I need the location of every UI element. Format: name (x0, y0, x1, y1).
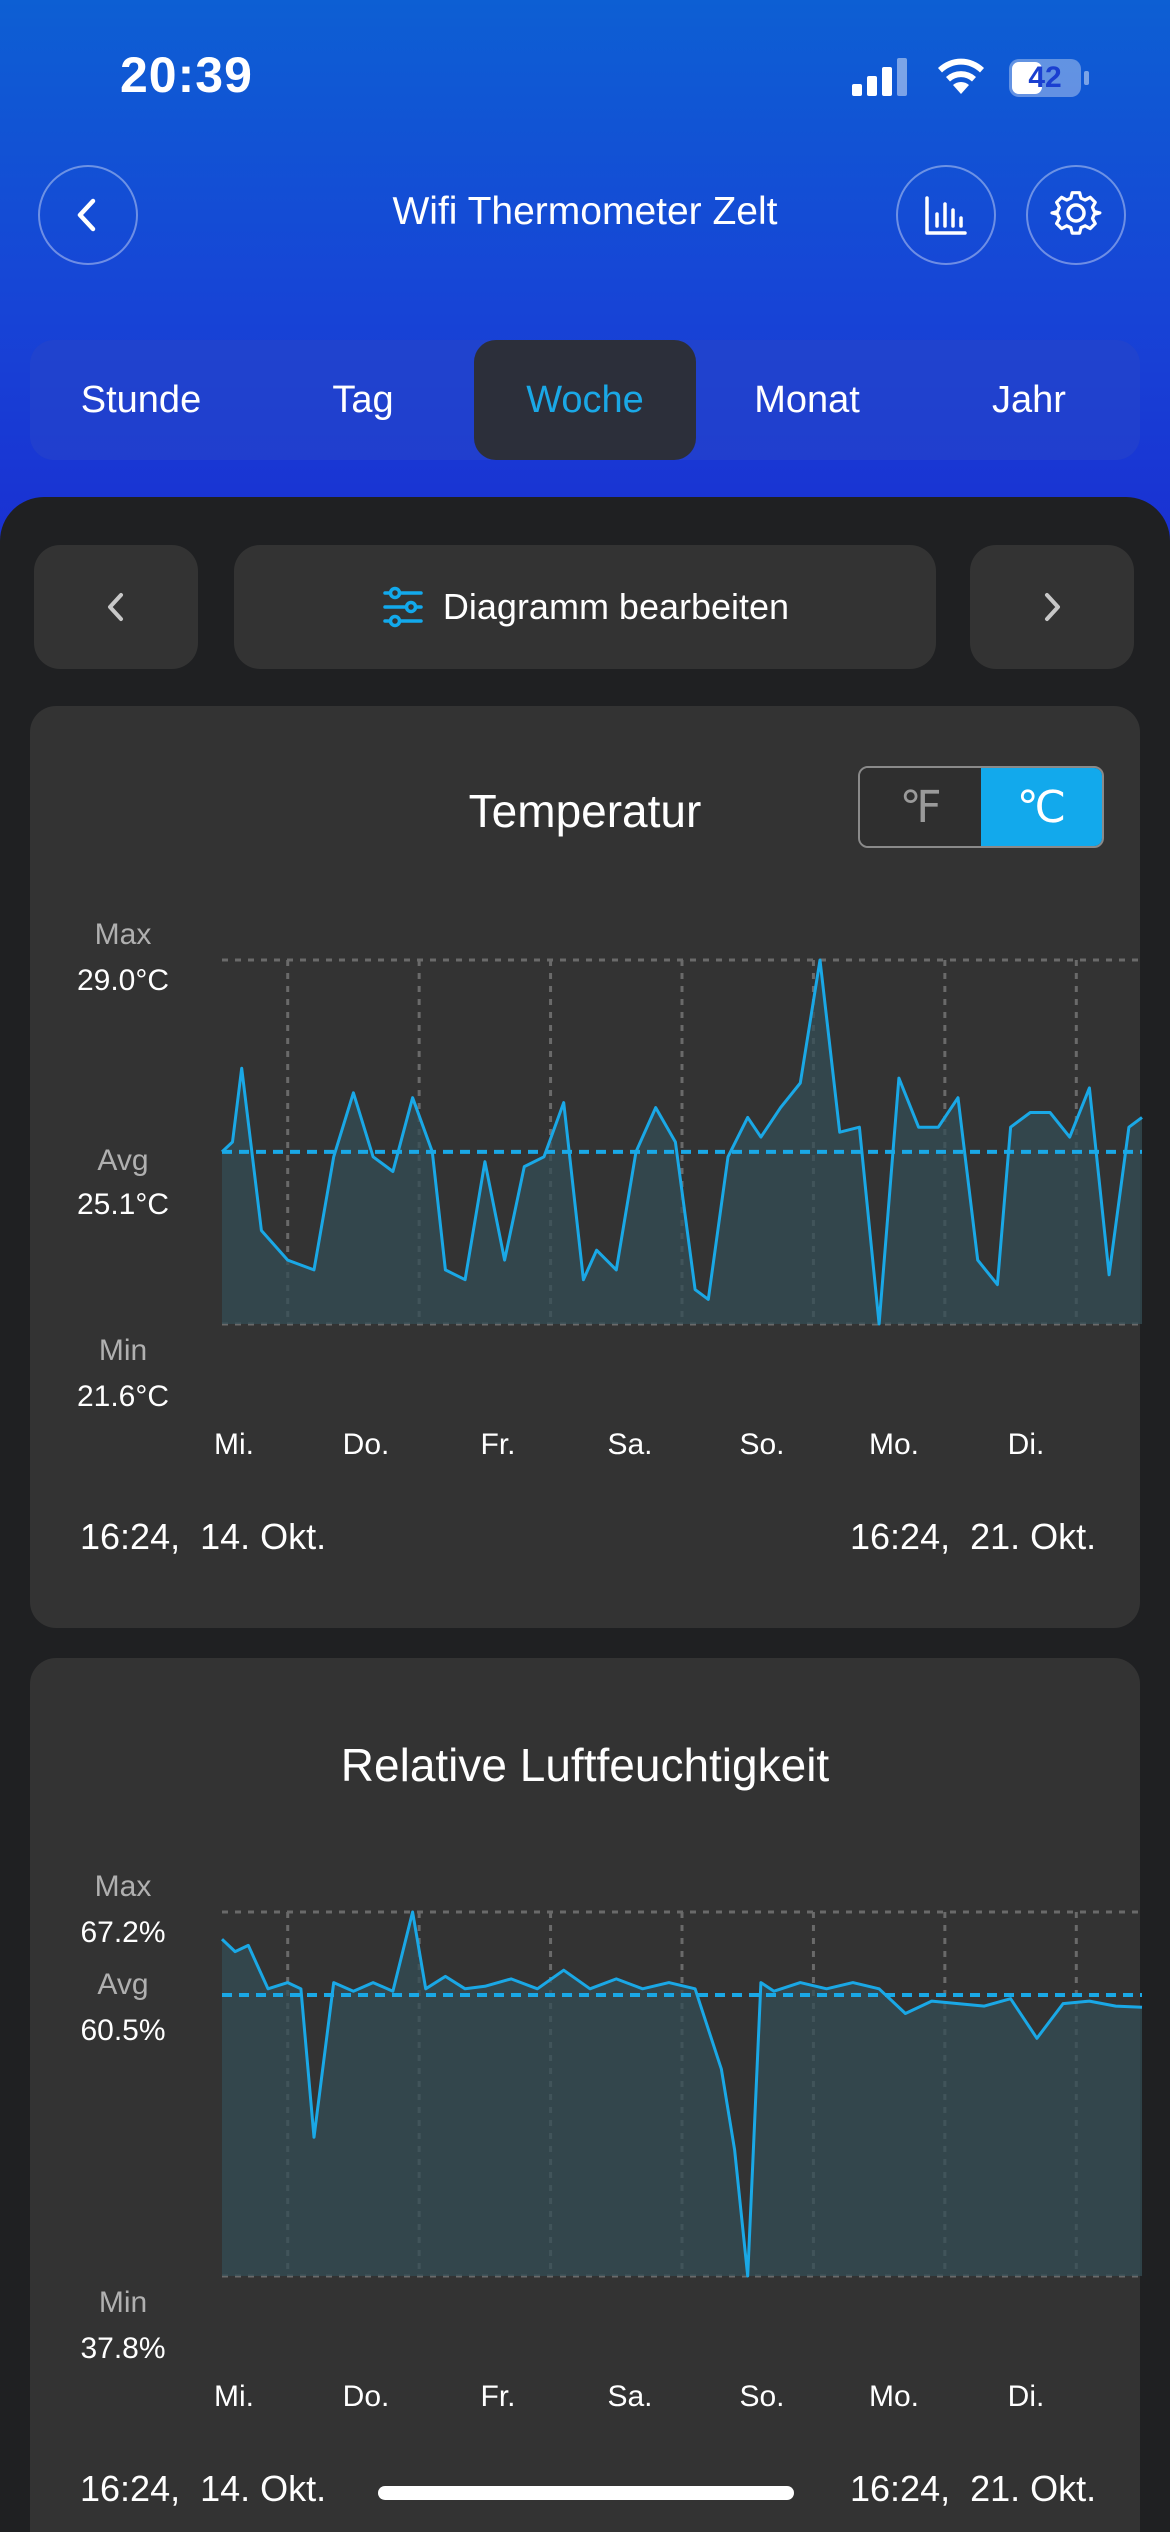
hum-end-range: 16:24, 21. Okt. (850, 2468, 1096, 2510)
hum-max-value: 67.2% (80, 1916, 166, 1949)
cellular-signal-icon (852, 58, 907, 96)
battery-icon: 42 (1008, 58, 1090, 98)
humidity-chart (220, 1910, 1143, 2278)
fahrenheit-button[interactable]: ℉ (860, 768, 981, 846)
chevron-right-icon (1045, 593, 1060, 621)
temp-day-label: Sa. (607, 1428, 653, 1461)
tab-jahr[interactable]: Jahr (992, 378, 1066, 421)
page-title: Wifi Thermometer Zelt (392, 190, 778, 233)
temp-min-value: 21.6°C (76, 1380, 170, 1413)
temperature-title: Temperatur (468, 785, 702, 837)
edit-chart-label: Diagramm bearbeiten (442, 586, 790, 627)
temp-day-label: Do. (342, 1428, 390, 1461)
hum-start-time: 16:24, (80, 2468, 181, 2509)
temp-avg-value: 25.1°C (76, 1188, 170, 1221)
gear-icon (1050, 191, 1102, 235)
statistics-button[interactable] (896, 165, 996, 265)
temp-start-time: 16:24, (80, 1516, 181, 1557)
humidity-card: Relative Luftfeuchtigkeit Max 67.2% Avg … (30, 1658, 1143, 2532)
temp-day-label: Mo. (868, 1428, 919, 1461)
settings-button[interactable] (1026, 165, 1126, 265)
tab-monat[interactable]: Monat (754, 378, 860, 421)
period-tabs: Stunde Tag Woche Monat Jahr (30, 340, 1140, 460)
header-background (0, 0, 1170, 560)
sliders-icon (383, 586, 423, 628)
home-indicator (378, 2486, 794, 2500)
status-time: 20:39 (120, 47, 253, 103)
battery-level: 42 (1028, 61, 1062, 94)
hum-day-label: Fr. (480, 2380, 516, 2413)
navigation-bar: Wifi Thermometer Zelt (0, 160, 1170, 270)
temp-start-range: 16:24, 14. Okt. (80, 1516, 326, 1558)
hum-start-date: 14. Okt. (200, 2468, 327, 2509)
hum-day-label: Mi. (214, 2380, 254, 2413)
wifi-icon (938, 58, 984, 94)
tab-tag[interactable]: Tag (332, 378, 394, 421)
back-button[interactable] (38, 165, 138, 265)
hum-end-date: 21. Okt. (970, 2468, 1097, 2509)
temp-end-range: 16:24, 21. Okt. (850, 1516, 1096, 1558)
temperature-chart (220, 958, 1143, 1326)
hum-start-range: 16:24, 14. Okt. (80, 2468, 326, 2510)
temperature-card: Temperatur ℉ ℃ Max 29.0°C Avg 25.1°C Min… (30, 706, 1143, 1628)
series-area (222, 1912, 1142, 2276)
hum-avg-label: Avg (97, 1968, 149, 2001)
hum-end-time: 16:24, (850, 2468, 951, 2509)
humidity-title: Relative Luftfeuchtigkeit (340, 1739, 830, 1791)
temp-day-label: So. (739, 1428, 785, 1461)
hum-day-label: Sa. (607, 2380, 653, 2413)
tab-woche[interactable]: Woche (474, 340, 696, 460)
hum-day-label: So. (739, 2380, 785, 2413)
temp-end-date: 21. Okt. (970, 1516, 1097, 1557)
unit-toggle: ℉ ℃ (858, 766, 1104, 848)
series-area (222, 960, 1142, 1324)
hum-max-label: Max (94, 1870, 152, 1903)
temp-min-label: Min (98, 1334, 148, 1367)
hum-day-label: Mo. (868, 2380, 919, 2413)
temp-day-label: Mi. (214, 1428, 254, 1461)
next-period-button[interactable] (970, 545, 1134, 669)
temp-max-value: 29.0°C (76, 964, 170, 997)
previous-period-button[interactable] (34, 545, 198, 669)
temp-end-time: 16:24, (850, 1516, 951, 1557)
hum-day-label: Do. (342, 2380, 390, 2413)
temp-max-label: Max (94, 918, 152, 951)
hum-min-label: Min (98, 2286, 148, 2319)
temp-start-date: 14. Okt. (200, 1516, 327, 1557)
status-bar: 20:39 42 (0, 0, 1170, 150)
hum-min-value: 37.8% (80, 2332, 166, 2365)
edit-chart-button[interactable]: Diagramm bearbeiten (234, 545, 936, 669)
chevron-left-icon (77, 198, 96, 232)
series-line (220, 958, 1143, 1326)
chevron-left-icon (108, 593, 123, 621)
hum-avg-value: 60.5% (80, 2014, 166, 2047)
hum-day-label: Di. (1007, 2380, 1045, 2413)
celsius-button[interactable]: ℃ (981, 768, 1102, 846)
temp-avg-label: Avg (97, 1144, 149, 1177)
tab-stunde[interactable]: Stunde (80, 378, 202, 421)
temp-day-label: Fr. (480, 1428, 516, 1461)
series-line (220, 1910, 1143, 2278)
temp-day-label: Di. (1007, 1428, 1045, 1461)
bar-chart-icon (925, 196, 967, 235)
